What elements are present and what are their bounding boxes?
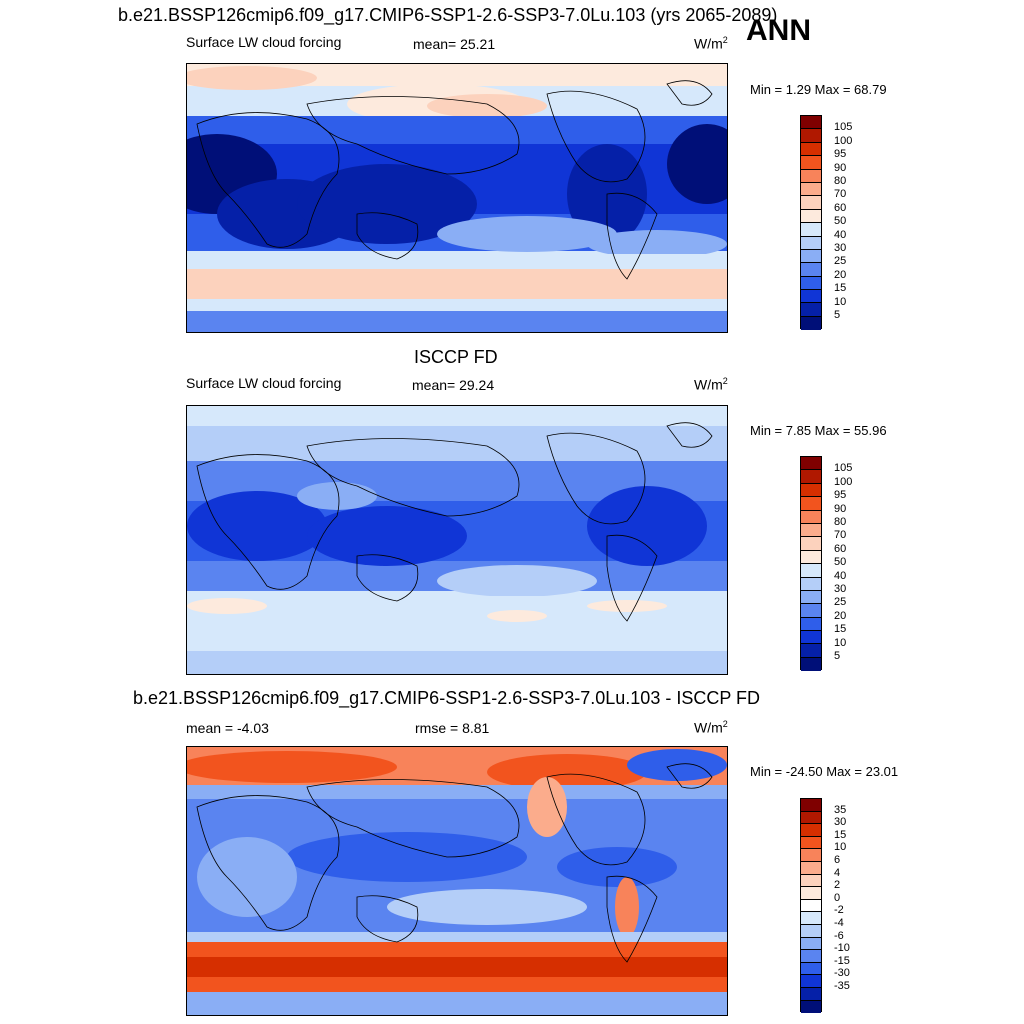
colorbar-tick-label: 70	[834, 188, 847, 201]
colorbar-tick-label: 105	[834, 462, 853, 475]
colorbar-tick-label: 50	[834, 215, 847, 228]
colorbar-tick-label: 100	[834, 134, 853, 147]
colorbar-tick-label: 30	[834, 816, 847, 829]
colorbar-tick-label: 2	[834, 879, 841, 892]
colorbar-tick-label: 90	[834, 161, 847, 174]
panel2-minmax: Min = 7.85 Max = 55.96	[750, 423, 887, 438]
panel2-variable-label: Surface LW cloud forcing	[186, 375, 342, 391]
panel1-title: b.e21.BSSP126cmip6.f09_g17.CMIP6-SSP1-2.…	[118, 5, 778, 25]
colorbar-tick-label: 10	[834, 841, 847, 854]
panel1-map	[186, 63, 728, 333]
panel3-title: b.e21.BSSP126cmip6.f09_g17.CMIP6-SSP1-2.…	[133, 688, 761, 708]
panel2-units: W/m2	[694, 376, 728, 393]
colorbar-tick-label: 80	[834, 175, 847, 187]
colorbar-tick-label: -35	[834, 980, 850, 992]
colorbar-tick-label: 40	[834, 228, 847, 241]
colorbar-tick-label: 4	[834, 866, 841, 879]
season-label: ANN	[746, 14, 811, 47]
colorbar-tick-label: 15	[834, 623, 847, 636]
colorbar-tick-label: 15	[834, 282, 847, 295]
colorbar-tick-label: 50	[834, 556, 847, 569]
panel1-colorbar	[800, 115, 822, 331]
panel3-units: W/m2	[694, 719, 728, 736]
panel3-map	[186, 746, 728, 1016]
colorbar-tick-label: 20	[834, 268, 847, 281]
panel2-title: ISCCP FD	[414, 347, 498, 367]
panel1-variable-label: Surface LW cloud forcing	[186, 34, 342, 50]
colorbar-tick-label: 5	[834, 650, 841, 662]
colorbar-tick-label: 30	[834, 242, 847, 254]
panel2-colorbar	[800, 456, 822, 672]
colorbar-tick-label: 25	[834, 596, 847, 609]
panel1-units: W/m2	[694, 35, 728, 52]
colorbar-tick-label: 90	[834, 502, 847, 515]
colorbar-tick-label: 60	[834, 201, 847, 214]
colorbar-tick-label: 70	[834, 529, 847, 542]
colorbar-tick-label: -6	[834, 929, 844, 942]
colorbar-tick-label: 95	[834, 489, 847, 502]
panel3-mean-label: mean = -4.03	[186, 720, 269, 736]
panel2-mean-label: mean= 29.24	[412, 377, 495, 393]
colorbar-tick-label: -30	[834, 967, 850, 980]
colorbar-tick-label: 30	[834, 583, 847, 595]
colorbar-tick-label: 100	[834, 475, 853, 488]
colorbar-tick-label: -10	[834, 942, 850, 955]
panel2-map	[186, 405, 728, 675]
colorbar-tick-label: 5	[834, 309, 841, 321]
colorbar-tick-label: 35	[834, 803, 847, 816]
colorbar-tick-label: 10	[834, 295, 847, 308]
colorbar-tick-label: -4	[834, 917, 844, 929]
panel1-minmax: Min = 1.29 Max = 68.79	[750, 82, 887, 97]
colorbar-tick-label: -15	[834, 954, 850, 967]
colorbar-tick-label: 80	[834, 516, 847, 528]
panel1-mean-label: mean= 25.21	[413, 36, 496, 52]
panel3-minmax: Min = -24.50 Max = 23.01	[750, 764, 899, 779]
colorbar-tick-label: 20	[834, 609, 847, 622]
colorbar-tick-label: 15	[834, 828, 847, 841]
colorbar-tick-label: -2	[834, 904, 844, 917]
panel3-colorbar	[800, 798, 822, 1014]
panel3-rmse-label: rmse = 8.81	[415, 720, 490, 736]
colorbar-tick-label: 95	[834, 148, 847, 161]
colorbar-tick-label: 25	[834, 255, 847, 268]
colorbar-tick-label: 105	[834, 121, 853, 134]
colorbar-tick-label: 60	[834, 542, 847, 555]
colorbar-tick-label: 6	[834, 854, 841, 866]
colorbar-tick-label: 0	[834, 891, 841, 904]
colorbar-tick-label: 10	[834, 636, 847, 649]
colorbar-tick-label: 40	[834, 569, 847, 582]
